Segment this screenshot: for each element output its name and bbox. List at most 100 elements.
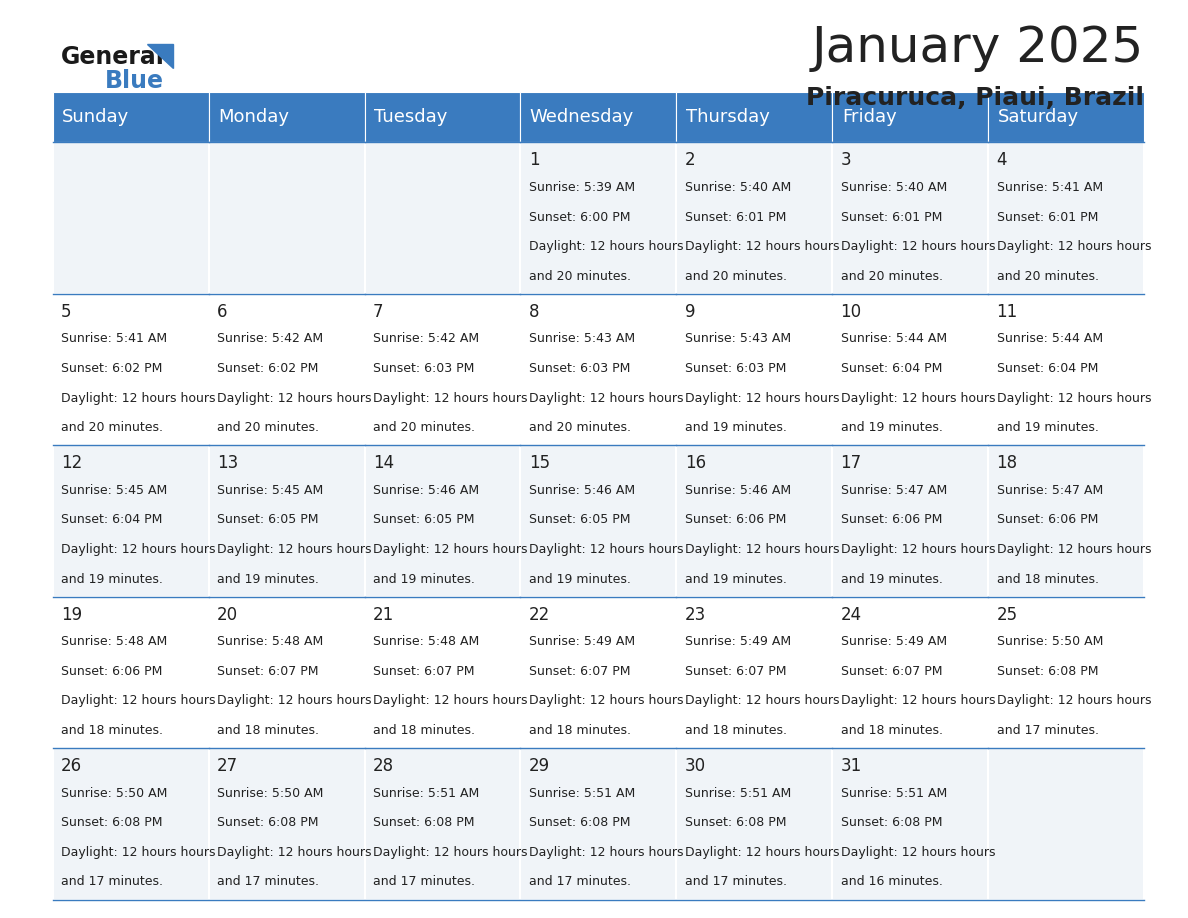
Text: Sunset: 6:07 PM: Sunset: 6:07 PM	[216, 665, 318, 678]
Text: 13: 13	[216, 454, 238, 473]
Text: 10: 10	[841, 303, 861, 321]
FancyBboxPatch shape	[209, 748, 365, 900]
Text: Sunrise: 5:51 AM: Sunrise: 5:51 AM	[529, 787, 634, 800]
Text: Sunset: 6:04 PM: Sunset: 6:04 PM	[997, 362, 1098, 375]
Text: and 17 minutes.: and 17 minutes.	[216, 876, 318, 889]
Text: and 18 minutes.: and 18 minutes.	[216, 724, 318, 737]
Text: Sunrise: 5:48 AM: Sunrise: 5:48 AM	[373, 635, 479, 648]
Text: Sunrise: 5:51 AM: Sunrise: 5:51 AM	[373, 787, 479, 800]
Text: 26: 26	[61, 757, 82, 776]
Text: Sunrise: 5:48 AM: Sunrise: 5:48 AM	[216, 635, 323, 648]
Text: Monday: Monday	[217, 108, 289, 126]
Text: Thursday: Thursday	[685, 108, 770, 126]
Text: Daylight: 12 hours hours: Daylight: 12 hours hours	[373, 695, 527, 708]
FancyBboxPatch shape	[520, 748, 676, 900]
Text: Daylight: 12 hours hours: Daylight: 12 hours hours	[61, 695, 215, 708]
Text: Daylight: 12 hours hours: Daylight: 12 hours hours	[684, 392, 839, 405]
FancyBboxPatch shape	[52, 597, 209, 748]
FancyBboxPatch shape	[52, 294, 209, 445]
Text: and 18 minutes.: and 18 minutes.	[997, 573, 1099, 586]
Text: 3: 3	[841, 151, 852, 170]
FancyBboxPatch shape	[365, 748, 520, 900]
FancyBboxPatch shape	[988, 294, 1144, 445]
Text: and 18 minutes.: and 18 minutes.	[61, 724, 163, 737]
Text: Sunset: 6:06 PM: Sunset: 6:06 PM	[61, 665, 163, 678]
Text: Daylight: 12 hours hours: Daylight: 12 hours hours	[529, 543, 683, 556]
Text: 28: 28	[373, 757, 394, 776]
Text: Sunday: Sunday	[62, 108, 129, 126]
Text: and 20 minutes.: and 20 minutes.	[997, 270, 1099, 283]
FancyBboxPatch shape	[52, 142, 209, 294]
FancyBboxPatch shape	[365, 142, 520, 294]
FancyBboxPatch shape	[365, 92, 520, 142]
Text: 7: 7	[373, 303, 384, 321]
Text: Sunrise: 5:50 AM: Sunrise: 5:50 AM	[997, 635, 1102, 648]
Text: Daylight: 12 hours hours: Daylight: 12 hours hours	[373, 543, 527, 556]
Text: Sunrise: 5:43 AM: Sunrise: 5:43 AM	[684, 332, 791, 345]
Text: 29: 29	[529, 757, 550, 776]
Text: and 18 minutes.: and 18 minutes.	[529, 724, 631, 737]
Text: Daylight: 12 hours hours: Daylight: 12 hours hours	[684, 846, 839, 859]
FancyBboxPatch shape	[833, 597, 988, 748]
Text: 31: 31	[841, 757, 861, 776]
Text: Sunrise: 5:48 AM: Sunrise: 5:48 AM	[61, 635, 168, 648]
Text: 25: 25	[997, 606, 1018, 624]
Text: Sunset: 6:01 PM: Sunset: 6:01 PM	[684, 210, 786, 224]
Text: Sunrise: 5:49 AM: Sunrise: 5:49 AM	[529, 635, 634, 648]
Text: Daylight: 12 hours hours: Daylight: 12 hours hours	[529, 241, 683, 253]
Text: 4: 4	[997, 151, 1007, 170]
Text: January 2025: January 2025	[813, 24, 1144, 72]
Text: Sunset: 6:07 PM: Sunset: 6:07 PM	[684, 665, 786, 678]
Text: and 17 minutes.: and 17 minutes.	[529, 876, 631, 889]
Text: 18: 18	[997, 454, 1018, 473]
Text: Daylight: 12 hours hours: Daylight: 12 hours hours	[373, 392, 527, 405]
Text: 21: 21	[373, 606, 394, 624]
Text: Daylight: 12 hours hours: Daylight: 12 hours hours	[997, 241, 1151, 253]
Text: 1: 1	[529, 151, 539, 170]
FancyBboxPatch shape	[988, 445, 1144, 597]
Text: 11: 11	[997, 303, 1018, 321]
FancyBboxPatch shape	[676, 294, 833, 445]
Text: Sunset: 6:08 PM: Sunset: 6:08 PM	[997, 665, 1098, 678]
FancyBboxPatch shape	[365, 597, 520, 748]
FancyBboxPatch shape	[676, 92, 833, 142]
Text: Daylight: 12 hours hours: Daylight: 12 hours hours	[841, 392, 996, 405]
Text: and 19 minutes.: and 19 minutes.	[684, 421, 786, 434]
Text: Daylight: 12 hours hours: Daylight: 12 hours hours	[61, 543, 215, 556]
Text: Blue: Blue	[106, 69, 164, 93]
Text: Sunrise: 5:41 AM: Sunrise: 5:41 AM	[61, 332, 168, 345]
FancyBboxPatch shape	[520, 142, 676, 294]
Text: and 17 minutes.: and 17 minutes.	[373, 876, 475, 889]
Text: Sunrise: 5:50 AM: Sunrise: 5:50 AM	[216, 787, 323, 800]
Text: Sunrise: 5:46 AM: Sunrise: 5:46 AM	[529, 484, 634, 497]
Text: Sunrise: 5:47 AM: Sunrise: 5:47 AM	[997, 484, 1102, 497]
Text: Sunrise: 5:43 AM: Sunrise: 5:43 AM	[529, 332, 634, 345]
Text: Sunset: 6:08 PM: Sunset: 6:08 PM	[61, 816, 163, 830]
Text: Sunset: 6:07 PM: Sunset: 6:07 PM	[373, 665, 474, 678]
Text: Sunset: 6:05 PM: Sunset: 6:05 PM	[373, 513, 474, 527]
FancyBboxPatch shape	[520, 445, 676, 597]
Text: Daylight: 12 hours hours: Daylight: 12 hours hours	[684, 543, 839, 556]
Text: and 20 minutes.: and 20 minutes.	[216, 421, 318, 434]
Text: 8: 8	[529, 303, 539, 321]
Text: Sunrise: 5:44 AM: Sunrise: 5:44 AM	[997, 332, 1102, 345]
Text: Sunset: 6:04 PM: Sunset: 6:04 PM	[841, 362, 942, 375]
FancyBboxPatch shape	[209, 92, 365, 142]
Text: and 19 minutes.: and 19 minutes.	[841, 421, 942, 434]
Text: and 18 minutes.: and 18 minutes.	[373, 724, 475, 737]
Text: Saturday: Saturday	[998, 108, 1079, 126]
Text: Sunrise: 5:51 AM: Sunrise: 5:51 AM	[684, 787, 791, 800]
Text: Sunset: 6:05 PM: Sunset: 6:05 PM	[529, 513, 630, 527]
Polygon shape	[147, 44, 173, 68]
Text: Sunset: 6:03 PM: Sunset: 6:03 PM	[684, 362, 786, 375]
Text: General: General	[61, 45, 165, 69]
FancyBboxPatch shape	[988, 597, 1144, 748]
Text: Daylight: 12 hours hours: Daylight: 12 hours hours	[529, 392, 683, 405]
Text: Sunrise: 5:39 AM: Sunrise: 5:39 AM	[529, 181, 634, 194]
Text: Sunrise: 5:45 AM: Sunrise: 5:45 AM	[61, 484, 168, 497]
Text: Sunrise: 5:47 AM: Sunrise: 5:47 AM	[841, 484, 947, 497]
FancyBboxPatch shape	[676, 142, 833, 294]
Text: Sunset: 6:01 PM: Sunset: 6:01 PM	[997, 210, 1098, 224]
Text: Sunset: 6:06 PM: Sunset: 6:06 PM	[841, 513, 942, 527]
Text: Daylight: 12 hours hours: Daylight: 12 hours hours	[373, 846, 527, 859]
